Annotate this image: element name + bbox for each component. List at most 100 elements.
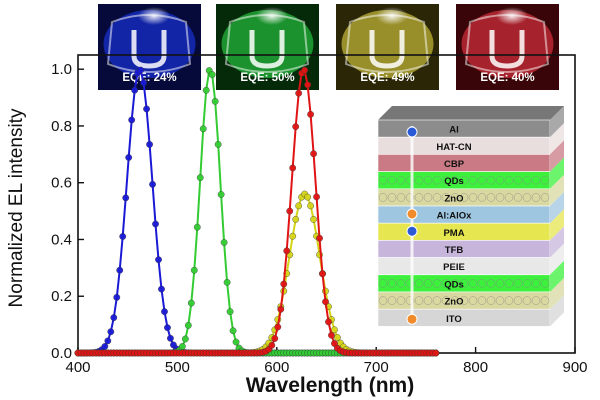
nanoparticle [477, 175, 487, 185]
nanoparticle [459, 279, 469, 288]
layer-side [550, 209, 564, 241]
stack-layer: Al:AlOx [377, 192, 564, 224]
device-photo-3: EQE: 49% [336, 4, 439, 90]
nanoparticle [477, 296, 487, 305]
nanoparticle [396, 193, 406, 202]
nanoparticle [504, 296, 514, 305]
eqe-label: EQE: 50% [240, 72, 294, 84]
data-point [304, 193, 312, 201]
data-point [104, 337, 112, 345]
data-point [193, 223, 201, 231]
layer-side [550, 140, 564, 172]
data-point [158, 285, 165, 293]
u-shape-electrode [489, 30, 525, 69]
nanoparticle [441, 296, 451, 305]
data-point [289, 164, 297, 172]
data-point [190, 266, 198, 274]
data-point [319, 270, 326, 278]
nanoparticle [414, 279, 424, 288]
layer-side [550, 295, 564, 327]
data-point [277, 305, 285, 313]
layer-side [550, 260, 564, 292]
stack-layer: Al [377, 106, 564, 138]
nanoparticle [522, 175, 532, 185]
nanoparticle [540, 193, 550, 202]
nanoparticle [468, 279, 478, 288]
data-point [313, 193, 320, 201]
nanoparticle [423, 279, 433, 288]
nanoparticle [468, 193, 478, 202]
data-point [101, 343, 109, 350]
stack-layer: ITO [377, 295, 564, 327]
light-spot [138, 7, 170, 25]
nanoparticle [504, 279, 514, 288]
data-point [146, 141, 153, 148]
nanoparticle [495, 296, 505, 305]
layer-label: TFB [445, 245, 464, 256]
layer-label: QDs [444, 279, 464, 290]
nanoparticle [522, 279, 532, 288]
nanoparticle [468, 175, 478, 185]
eqe-label: EQE: 24% [122, 72, 176, 84]
nanoparticle [441, 279, 451, 288]
nanoparticle [450, 296, 460, 305]
nanoparticle [387, 279, 397, 288]
data-point [283, 247, 291, 255]
nanoparticle [522, 193, 532, 202]
u-shape-electrode [131, 30, 167, 69]
nanoparticle [423, 175, 433, 185]
data-point [432, 349, 440, 357]
data-point [122, 194, 130, 202]
nanoparticle [450, 175, 460, 185]
nanoparticle [513, 175, 523, 185]
hole-marker [406, 313, 418, 325]
device-photo-1: EQE: 24% [98, 4, 201, 90]
nanoparticle [450, 193, 460, 202]
series-red-qled [74, 66, 440, 357]
nanoparticle [504, 175, 514, 185]
data-point [178, 343, 186, 350]
light-spot [376, 7, 408, 25]
electron-marker [406, 126, 418, 138]
electron-marker [406, 225, 418, 237]
nanoparticle [477, 279, 487, 288]
light-spot [256, 7, 288, 25]
nanoparticle [432, 296, 442, 305]
data-point [295, 202, 303, 210]
nanoparticle [441, 193, 451, 202]
stack-layer: ZnO [377, 278, 564, 310]
nanoparticle [387, 296, 397, 305]
layer-side [550, 226, 564, 258]
nanoparticle [432, 193, 442, 202]
data-point [232, 338, 240, 346]
device-photos: EQE: 24% EQE: 50% EQE: 49% EQE: 40% [98, 4, 559, 90]
light-spot [496, 7, 528, 25]
data-point [119, 233, 127, 240]
y-tick-label: 0.6 [51, 175, 72, 192]
x-axis-label: Wavelength (nm) [246, 374, 414, 397]
stack-layer: QDs [377, 157, 564, 190]
x-tick-label: 500 [165, 359, 190, 376]
y-tick-label: 0.8 [51, 118, 72, 135]
data-point [113, 293, 121, 301]
data-point [152, 220, 159, 228]
data-point [325, 318, 332, 326]
nanoparticle [378, 175, 388, 185]
data-point [292, 215, 300, 223]
x-tick-label: 400 [65, 359, 90, 376]
layer-side [550, 157, 564, 189]
y-tick-label: 1.0 [51, 61, 72, 78]
data-point [140, 79, 148, 87]
layer-label: HAT-CN [436, 142, 471, 153]
x-tick-label: 900 [562, 359, 587, 376]
data-point [137, 66, 145, 74]
x-tick-label: 800 [463, 359, 488, 376]
data-point [187, 299, 195, 307]
u-shape-electrode [369, 30, 405, 69]
layer-label: ZnO [445, 193, 464, 204]
nanoparticle [486, 193, 496, 202]
photo-glow [461, 10, 554, 78]
nanoparticle [396, 296, 406, 305]
nanoparticle [378, 279, 388, 288]
